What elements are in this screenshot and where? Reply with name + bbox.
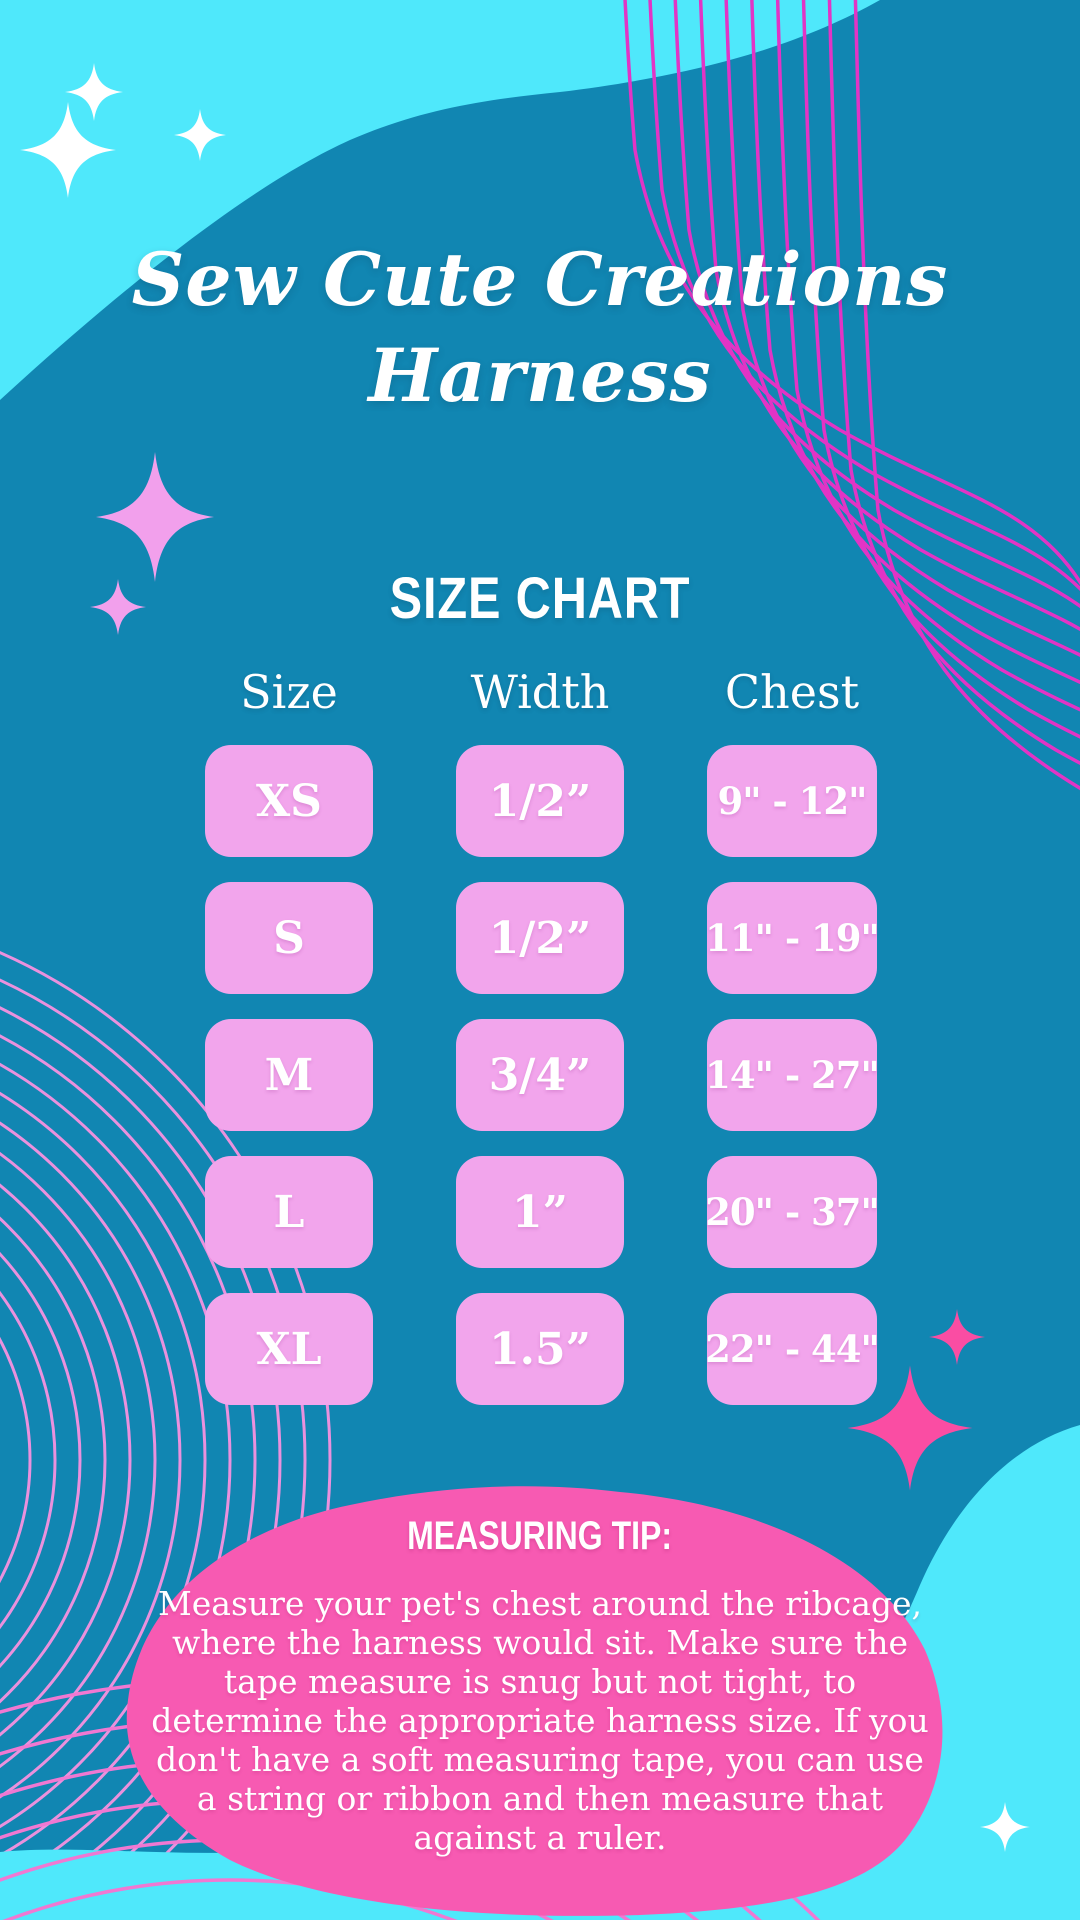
page-title: Sew Cute Creations Harness (0, 232, 1080, 424)
tip-heading-wrap: MEASURING TIP: (0, 1514, 1080, 1558)
size-table: Size Width Chest XS 1/2” 9" - 12" S 1/2”… (205, 664, 880, 1405)
cell-chest-l: 20" - 37" (705, 1156, 880, 1268)
cell-chest-xs: 9" - 12" (707, 745, 877, 857)
cell-size-l: L (205, 1156, 373, 1268)
tip-line: against a ruler. (413, 1818, 667, 1857)
tip-line: a string or ribbon and then measure that (196, 1779, 884, 1818)
cell-chest-m: 14" - 27" (705, 1019, 880, 1131)
measuring-tip-heading: MEASURING TIP: (407, 1514, 673, 1558)
cell-size-xs: XS (205, 745, 373, 857)
cell-width-l: 1” (456, 1156, 624, 1268)
cell-size-m: M (205, 1019, 373, 1131)
tip-line: Measure your pet's chest around the ribc… (157, 1584, 923, 1623)
size-chart-subtitle: SIZE CHART (389, 566, 691, 631)
cell-width-xl: 1.5” (456, 1293, 624, 1405)
column-header-chest: Chest (724, 665, 860, 719)
title-line-1: Sew Cute Creations (131, 237, 949, 323)
top-cyan-blob (0, 0, 880, 400)
cell-chest-s: 11" - 19" (705, 882, 880, 994)
subtitle-wrap: SIZE CHART (0, 566, 1080, 632)
cell-chest-xl: 22" - 44" (705, 1293, 880, 1405)
column-header-size: Size (240, 665, 338, 719)
tip-line: tape measure is snug but not tight, to (223, 1662, 857, 1701)
cell-size-xl: XL (205, 1293, 373, 1405)
tip-pink-blob (126, 1486, 943, 1916)
column-header-width: Width (470, 665, 610, 719)
title-line-2: Harness (368, 333, 712, 419)
cell-size-s: S (205, 882, 373, 994)
tip-line: don't have a soft measuring tape, you ca… (156, 1740, 924, 1779)
measuring-tip-body: Measure your pet's chest around the ribc… (0, 1584, 1080, 1857)
cell-width-xs: 1/2” (456, 745, 624, 857)
cell-width-m: 3/4” (456, 1019, 624, 1131)
tip-line: where the harness would sit. Make sure t… (172, 1623, 908, 1662)
tip-line: determine the appropriate harness size. … (151, 1701, 929, 1740)
cell-width-s: 1/2” (456, 882, 624, 994)
fingerprint-lines-decoration (0, 951, 332, 1920)
